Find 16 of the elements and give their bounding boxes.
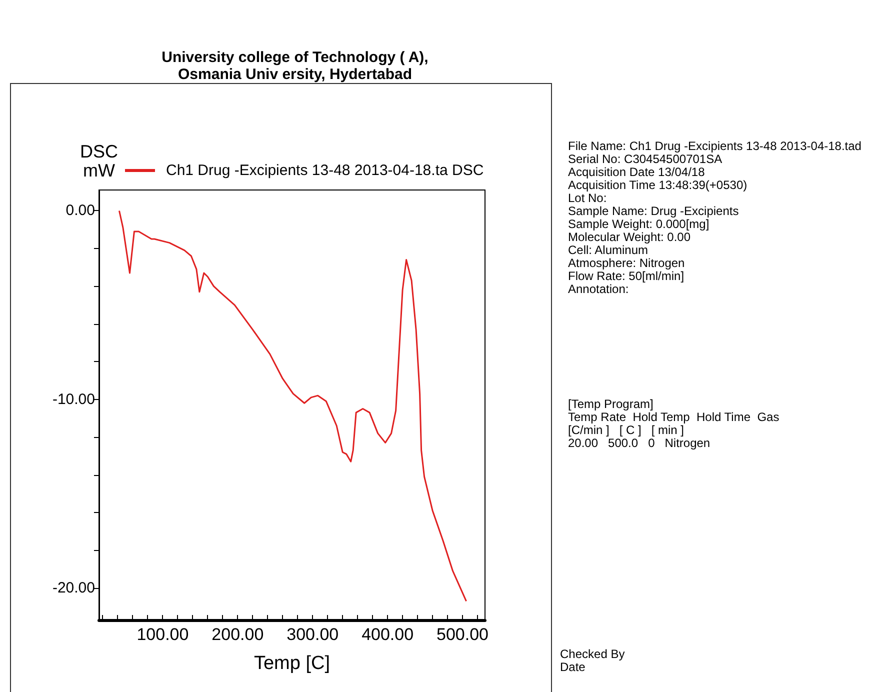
x-tick-label: 100.00 bbox=[136, 625, 189, 644]
text: Checked By Date bbox=[560, 647, 625, 674]
line-series bbox=[118, 210, 468, 602]
x-tick-label: 200.00 bbox=[212, 625, 264, 644]
x-axis-title: Temp [C] bbox=[254, 653, 330, 674]
y-tick-label: -10.00 bbox=[52, 390, 95, 408]
y-axis-title: DSC mW bbox=[80, 142, 118, 180]
text: [Temp Program] Temp Rate Hold Temp Hold Time Gas [C/min ] [ C ] [ min ] 20.00 500.0 0 Nitrogen bbox=[568, 397, 780, 450]
chart-title: University college of Technology ( A), Osmania Univ ersity, Hydertabad bbox=[162, 49, 428, 83]
legend-label: Ch1 Drug -Excipients 13-48 2013-04-18.ta DSC bbox=[166, 162, 484, 179]
x-tick-label: 500.00 bbox=[436, 625, 489, 644]
text: File Name: Ch1 Drug -Excipients 13-48 2013-04-18.tad Serial No: C30454500701SA Acquisition Date 13/04/18 Acquisition Time 13:48:39(+0530) Lot No: Sample Name: Drug -Excipients Sample Weight: 0.000[mg] Molecular Weight: 0.00 Cell: Aluminum Atmosphere: Nitrogen Flow Rate: 50[ml/min] Annotation: bbox=[568, 139, 862, 296]
x-tick-label: 300.00 bbox=[286, 625, 339, 644]
y-tick-label: 0.00 bbox=[66, 202, 95, 220]
x-tick-label: 400.00 bbox=[362, 625, 414, 644]
y-tick-label: -20.00 bbox=[52, 579, 95, 596]
